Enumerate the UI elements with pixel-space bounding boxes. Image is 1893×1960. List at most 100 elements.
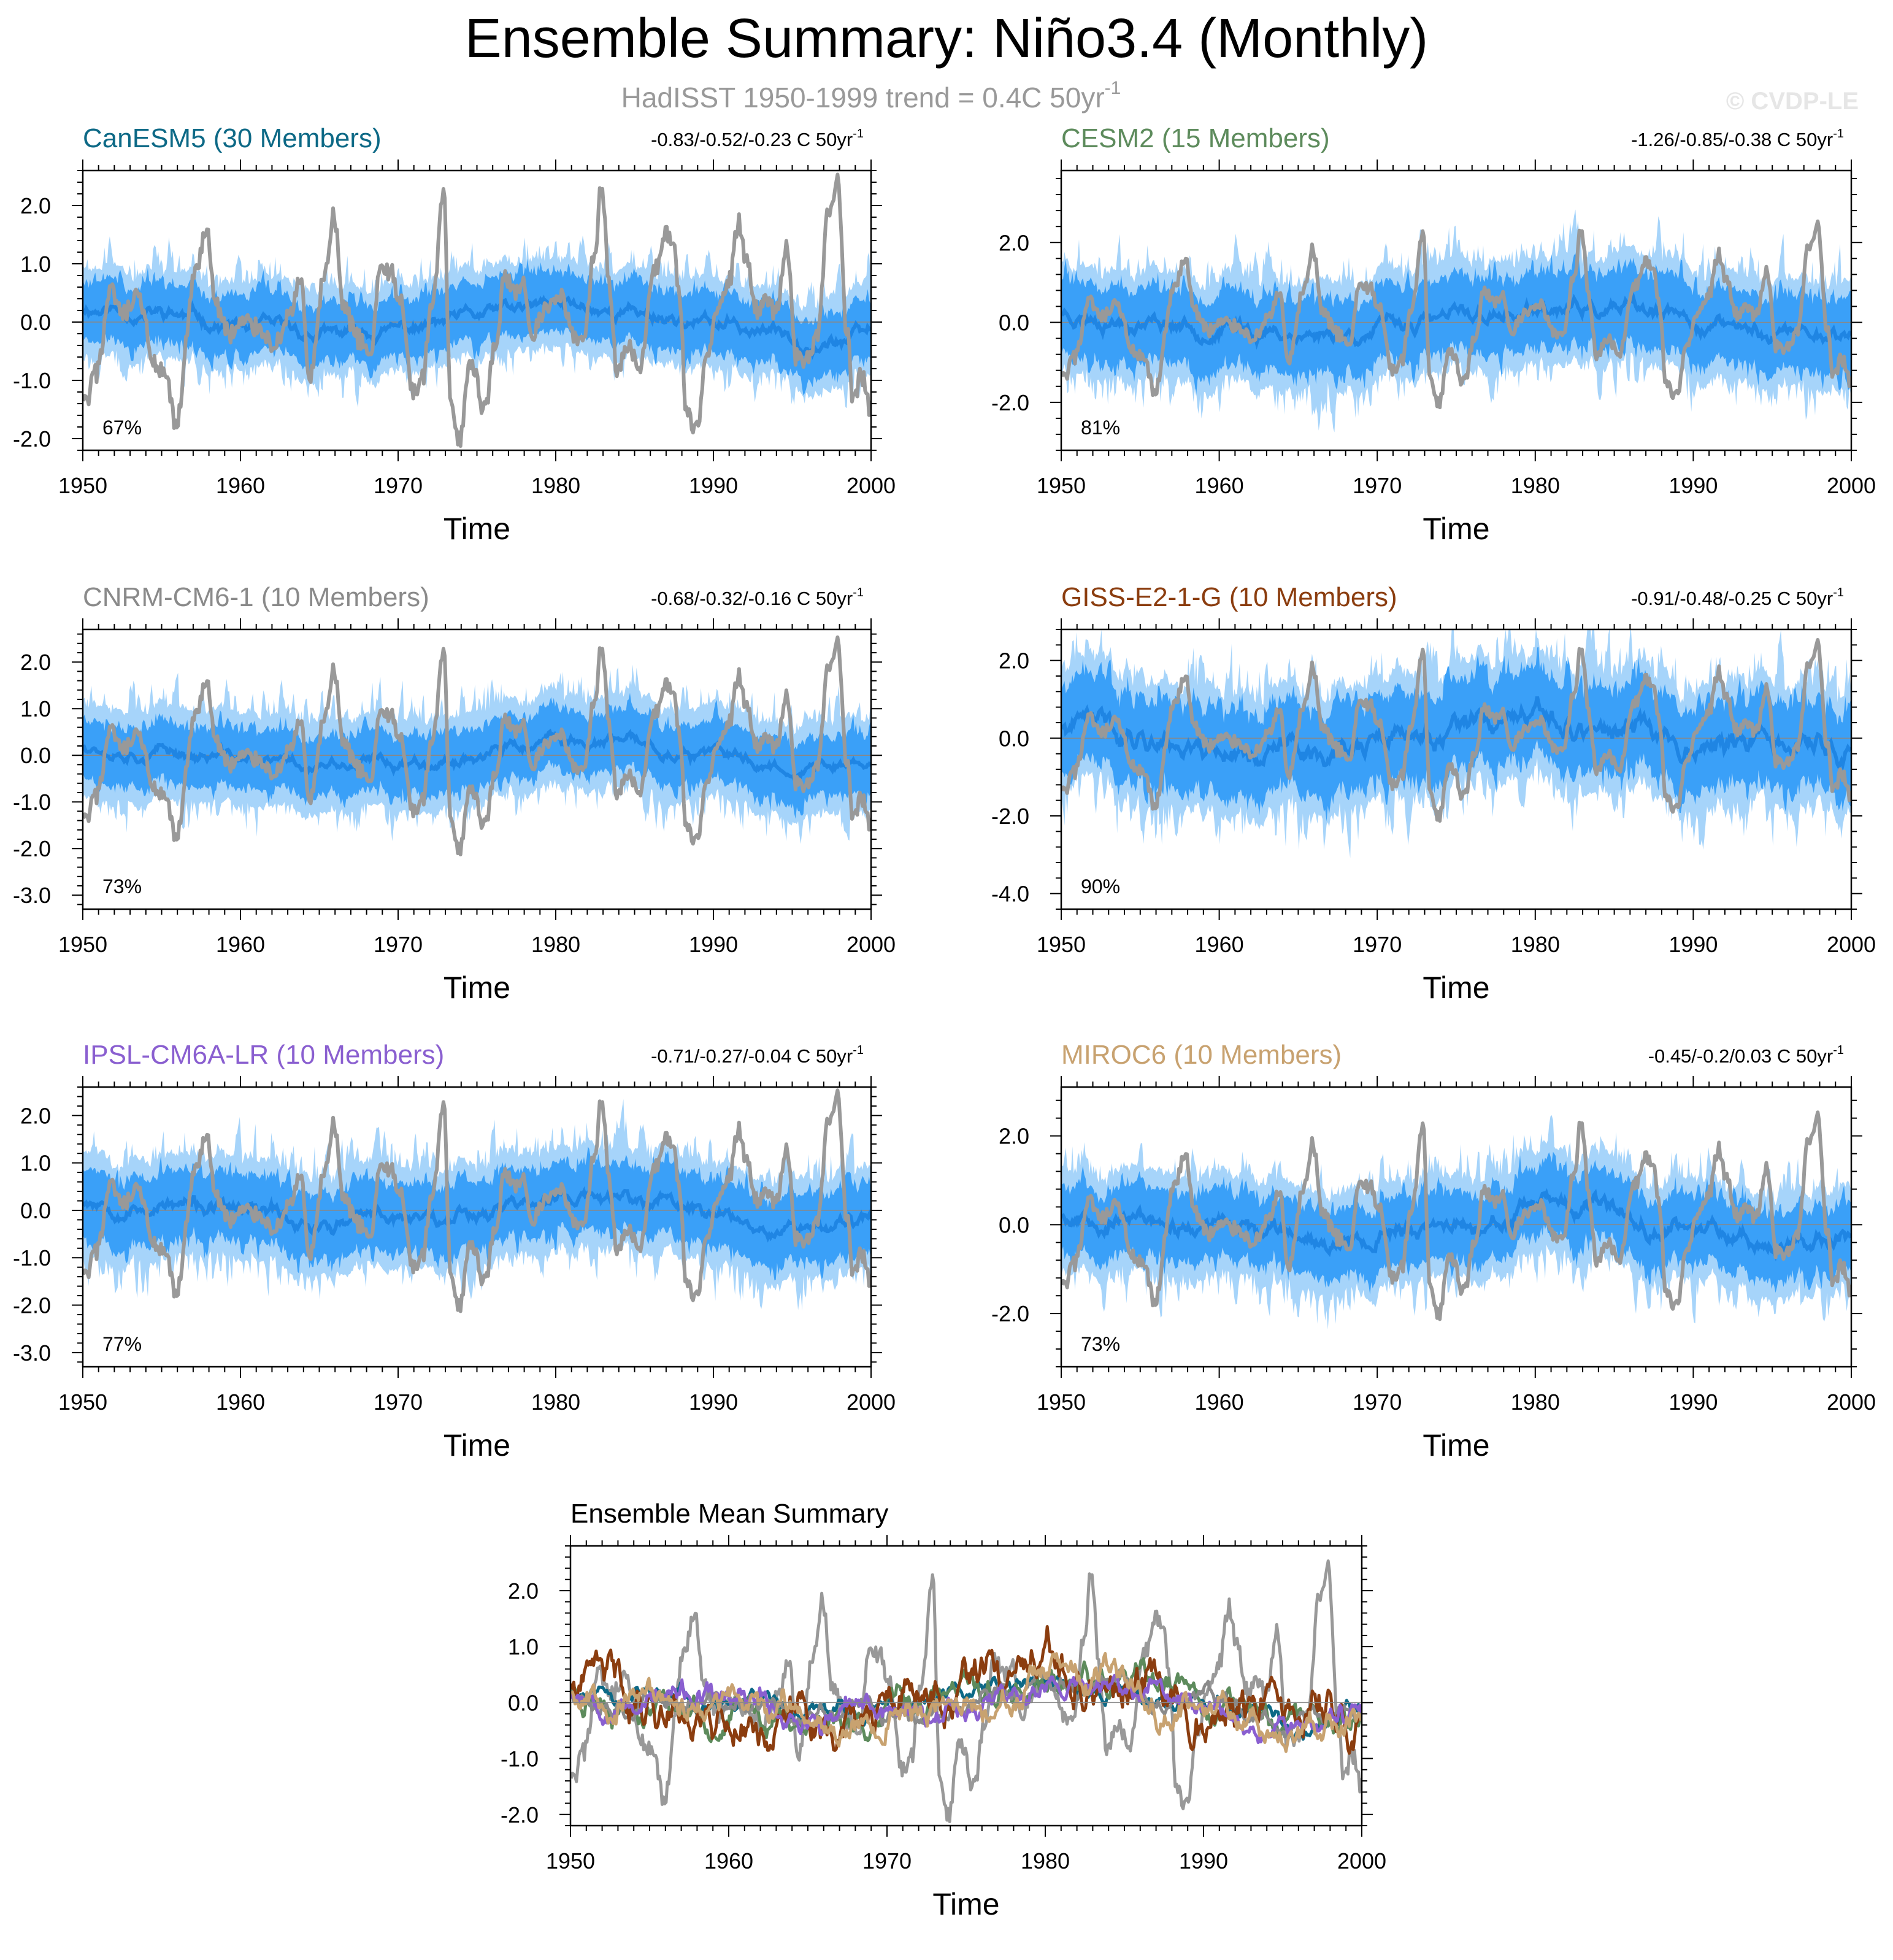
x-tick-label: 1960 xyxy=(1195,932,1244,957)
x-tick-label: 2000 xyxy=(847,932,896,957)
y-tick-label: 0.0 xyxy=(20,743,51,768)
x-tick-label: 1970 xyxy=(1353,932,1402,957)
x-tick-label: 1990 xyxy=(1668,473,1718,498)
ensemble-mean-line xyxy=(1061,1188,1851,1262)
y-tick-label: 2.0 xyxy=(20,650,51,675)
plot-area xyxy=(83,172,871,448)
x-tick-label: 1980 xyxy=(531,473,580,498)
x-tick-label: 1950 xyxy=(1037,473,1086,498)
ensemble-mean-line xyxy=(83,728,871,782)
trend-label: -0.45/-0.2/0.03 C 50yr-1 xyxy=(1648,1043,1844,1067)
panel-title: CNRM-CM6-1 (10 Members) xyxy=(83,582,429,612)
series-line-hadisst xyxy=(570,1559,1362,1823)
x-tick-label: 2000 xyxy=(1827,932,1876,957)
x-axis-title: Time xyxy=(1423,970,1489,1005)
x-tick-label: 2000 xyxy=(847,473,896,498)
x-tick-label: 1990 xyxy=(689,932,738,957)
x-tick-label: 1980 xyxy=(1511,932,1560,957)
trend-label: -1.26/-0.85/-0.38 C 50yr-1 xyxy=(1631,127,1844,150)
observed-line xyxy=(1061,219,1851,410)
y-tick-label: -2.0 xyxy=(991,390,1029,415)
y-tick-label: 0.0 xyxy=(508,1690,539,1715)
band-inner xyxy=(83,258,870,396)
ensemble-mean-line xyxy=(1061,696,1851,772)
plot-area xyxy=(1061,209,1851,432)
y-tick-label: 2.0 xyxy=(20,1103,51,1128)
x-tick-label: 1960 xyxy=(1195,1389,1244,1415)
x-tick-label: 1980 xyxy=(1021,1848,1070,1874)
panel-cnrm: 1950 1960 1970 1980 1990 2000 -3.0 -2.0 -1.0 0.0 1… xyxy=(13,582,896,1005)
x-tick-label: 1960 xyxy=(1195,473,1244,498)
x-tick-label: 1970 xyxy=(1353,473,1402,498)
x-tick-label: 1950 xyxy=(1037,1389,1086,1415)
x-tick-label: 1980 xyxy=(531,1389,580,1415)
plot-area xyxy=(1061,629,1851,858)
plot-area xyxy=(570,1559,1362,1823)
x-tick-label: 1950 xyxy=(1037,932,1086,957)
trend-label: -0.71/-0.27/-0.04 C 50yr-1 xyxy=(651,1043,864,1067)
percent-label: 90% xyxy=(1081,875,1120,897)
x-axis-title: Time xyxy=(443,970,510,1005)
y-tick-label: -2.0 xyxy=(991,1301,1029,1326)
band-inner xyxy=(83,693,870,819)
y-tick-label: -2.0 xyxy=(501,1802,539,1827)
panel-title: IPSL-CM6A-LR (10 Members) xyxy=(83,1040,444,1070)
y-tick-label: -2.0 xyxy=(13,836,51,861)
observed-line xyxy=(1061,638,1851,823)
plot-area xyxy=(83,635,871,856)
panel-giss: 1950 1960 1970 1980 1990 2000 -4.0 -2.0 0.0 2.0 Ti… xyxy=(991,582,1876,1005)
observed-line xyxy=(83,635,871,856)
x-tick-label: 2000 xyxy=(847,1389,896,1415)
x-tick-label: 1990 xyxy=(1668,1389,1718,1415)
x-tick-label: 2000 xyxy=(1827,1389,1876,1415)
panel-title: MIROC6 (10 Members) xyxy=(1061,1040,1342,1070)
y-tick-label: -4.0 xyxy=(991,882,1029,907)
x-tick-label: 1970 xyxy=(374,932,423,957)
x-tick-label: 1990 xyxy=(1179,1848,1228,1874)
y-tick-label: 2.0 xyxy=(20,193,51,218)
plot-area xyxy=(1061,1110,1851,1330)
x-axis-title: Time xyxy=(443,512,510,546)
y-tick-label: 0.0 xyxy=(999,310,1029,336)
x-tick-label: 1970 xyxy=(374,1389,423,1415)
subtitle-text: HadISST 1950-1999 trend = 0.4C 50yr xyxy=(621,82,1105,113)
panel-canesm5: 1950 1960 1970 1980 1990 2000 -2.0 -1.0 0.0 1.0 2.… xyxy=(13,123,896,546)
x-tick-label: 2000 xyxy=(1827,473,1876,498)
y-tick-label: 2.0 xyxy=(999,648,1029,674)
x-tick-label: 1990 xyxy=(1668,932,1718,957)
band-inner xyxy=(83,1147,870,1281)
x-axis-title: Time xyxy=(443,1428,510,1462)
panel-title: GISS-E2-1-G (10 Members) xyxy=(1061,582,1397,612)
observed-line xyxy=(83,1088,871,1313)
figure-title: Ensemble Summary: Niño3.4 (Monthly) xyxy=(465,8,1429,69)
y-tick-label: -1.0 xyxy=(13,1245,51,1270)
percent-label: 77% xyxy=(102,1333,142,1355)
panels-group: 1950 1960 1970 1980 1990 2000 -2.0 -1.0 0.0 1.0 2.… xyxy=(13,123,1876,1921)
y-tick-label: -2.0 xyxy=(13,1293,51,1318)
trend-label: -0.91/-0.48/-0.25 C 50yr-1 xyxy=(1631,586,1844,609)
ensemble-mean-line xyxy=(1061,292,1851,350)
y-tick-label: 0.0 xyxy=(999,1212,1029,1237)
x-axis-title: Time xyxy=(1423,1428,1489,1462)
percent-label: 81% xyxy=(1081,417,1120,439)
x-tick-label: 1990 xyxy=(689,473,738,498)
x-tick-label: 1950 xyxy=(546,1848,595,1874)
y-tick-label: 1.0 xyxy=(20,1151,51,1176)
y-tick-label: -1.0 xyxy=(501,1747,539,1772)
ensemble-mean-line xyxy=(83,294,871,360)
x-tick-label: 1970 xyxy=(374,473,423,498)
trend-label: -0.83/-0.52/-0.23 C 50yr-1 xyxy=(651,127,864,150)
panel-title: CESM2 (15 Members) xyxy=(1061,123,1330,153)
x-axis-title: Time xyxy=(932,1887,999,1921)
y-tick-label: -3.0 xyxy=(13,1340,51,1366)
x-tick-label: 1990 xyxy=(689,1389,738,1415)
x-tick-label: 1960 xyxy=(704,1848,753,1874)
y-tick-label: 2.0 xyxy=(999,230,1029,255)
x-axis-title: Time xyxy=(1423,512,1489,546)
x-tick-label: 1980 xyxy=(1511,473,1560,498)
panel-ipsl: 1950 1960 1970 1980 1990 2000 -3.0 -2.0 -1.0 0.0 1… xyxy=(13,1040,896,1462)
percent-label: 73% xyxy=(1081,1333,1120,1355)
x-tick-label: 1960 xyxy=(216,473,265,498)
panel-title: CanESM5 (30 Members) xyxy=(83,123,382,153)
